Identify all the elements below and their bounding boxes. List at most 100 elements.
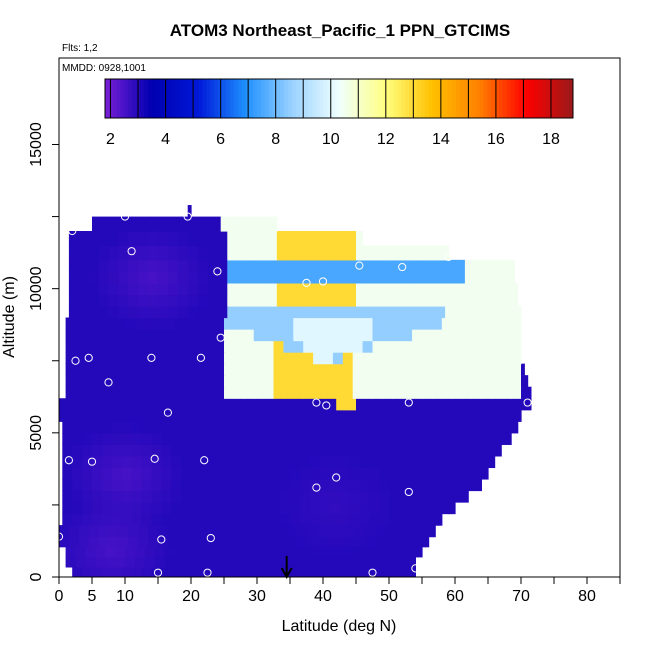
heatmap-cell xyxy=(154,363,166,376)
heatmap-cell xyxy=(329,432,341,445)
heatmap-cell xyxy=(68,409,80,422)
heatmap-cell xyxy=(227,305,238,319)
heatmap-cell xyxy=(65,556,77,568)
heatmap-cell xyxy=(105,340,116,353)
heatmap-cell xyxy=(224,352,235,365)
heatmap-cell xyxy=(346,231,357,247)
colorbar-segment xyxy=(358,79,363,118)
heatmap-cell xyxy=(395,409,407,422)
heatmap-cell xyxy=(167,305,179,319)
heatmap-cell xyxy=(62,513,73,526)
heatmap-cell xyxy=(293,556,304,568)
heatmap-cell xyxy=(177,271,189,284)
colorbar-segment xyxy=(565,79,570,118)
x-tick-label: 30 xyxy=(248,588,266,605)
heatmap-cell xyxy=(174,352,185,365)
heatmap-cell xyxy=(435,409,446,422)
heatmap-cell xyxy=(484,259,496,272)
heatmap-cell xyxy=(257,305,268,319)
colorbar-segment xyxy=(206,79,211,118)
heatmap-cell xyxy=(187,398,199,411)
colorbar-segment xyxy=(132,79,137,118)
heatmap-cell xyxy=(346,259,357,272)
heatmap-cell xyxy=(405,259,416,272)
colorbar-segment xyxy=(475,79,480,118)
heatmap-cell xyxy=(286,409,298,422)
heatmap-cell xyxy=(283,375,294,388)
heatmap-cell xyxy=(78,525,90,538)
heatmap-cell xyxy=(68,231,80,247)
heatmap-cell xyxy=(151,502,162,515)
observation-marker xyxy=(216,333,225,342)
heatmap-cell xyxy=(286,294,298,307)
heatmap-cell xyxy=(369,455,380,469)
colorbar: 2 4 6 8 10 12 14 16 18 xyxy=(104,78,574,148)
colorbar-segment xyxy=(339,79,344,118)
heatmap-cell xyxy=(336,398,347,411)
heatmap-cell xyxy=(428,432,440,445)
heatmap-cell xyxy=(481,352,492,365)
x-tick-label: 5 xyxy=(88,588,97,605)
heatmap-cell xyxy=(372,556,383,568)
heatmap-cell xyxy=(144,375,156,388)
heatmap-cell xyxy=(98,231,110,247)
heatmap-cell xyxy=(177,259,189,272)
heatmap-cell xyxy=(214,386,225,399)
heatmap-cell xyxy=(280,444,291,457)
heatmap-cell xyxy=(233,340,245,353)
heatmap-cell xyxy=(435,294,446,307)
heatmap-cell xyxy=(220,216,232,232)
heatmap-cell xyxy=(451,352,463,365)
heatmap-cell xyxy=(266,536,278,548)
heatmap-cell xyxy=(101,513,113,526)
heatmap-cell xyxy=(101,490,113,503)
y-axis-title: Altitude (m) xyxy=(1,276,18,358)
colorbar-segment xyxy=(342,79,348,118)
heatmap-cell xyxy=(398,467,410,480)
heatmap-cell xyxy=(167,271,179,284)
heatmap-cell xyxy=(131,455,143,469)
observation-marker xyxy=(61,568,70,577)
heatmap-cell xyxy=(342,556,354,568)
heatmap-cell xyxy=(471,386,482,399)
heatmap-cell xyxy=(108,259,119,272)
heatmap-cell xyxy=(461,340,473,353)
heatmap-cell xyxy=(313,375,324,388)
colorbar-segment xyxy=(155,79,161,118)
heatmap-cell xyxy=(230,502,242,515)
heatmap-cell xyxy=(372,329,383,342)
heatmap-cell xyxy=(243,329,255,342)
colorbar-segment xyxy=(506,79,512,118)
heatmap-cell xyxy=(174,556,185,568)
heatmap-cell xyxy=(299,513,311,526)
heatmap-cell xyxy=(458,478,469,492)
heatmap-cell xyxy=(191,513,202,526)
heatmap-cell xyxy=(428,490,440,503)
heatmap-cell xyxy=(224,375,235,388)
heatmap-cell xyxy=(359,444,370,457)
heatmap-cell xyxy=(514,398,525,411)
heatmap-cell xyxy=(85,329,96,342)
heatmap-cell xyxy=(75,363,86,376)
heatmap-cell xyxy=(329,478,341,492)
heatmap-cell xyxy=(257,231,268,247)
heatmap-cell xyxy=(422,375,433,388)
heatmap-cell xyxy=(468,421,479,434)
heatmap-cell xyxy=(187,245,199,261)
heatmap-cell xyxy=(488,455,496,469)
heatmap-cell xyxy=(408,513,420,526)
heatmap-cell xyxy=(98,305,110,319)
heatmap-cell xyxy=(247,409,258,422)
heatmap-cell xyxy=(200,467,212,480)
heatmap-cell xyxy=(356,231,364,247)
heatmap-cell xyxy=(356,245,367,261)
colorbar-segment xyxy=(374,79,379,118)
colorbar-segment xyxy=(479,79,484,118)
heatmap-cell xyxy=(369,467,380,480)
heatmap-cell xyxy=(266,231,278,247)
heatmap-cell xyxy=(375,305,387,319)
y-tick-label: 10000 xyxy=(28,266,45,311)
heatmap-cell xyxy=(273,352,284,365)
heatmap-cell xyxy=(263,363,275,376)
heatmap-cell xyxy=(62,467,73,480)
